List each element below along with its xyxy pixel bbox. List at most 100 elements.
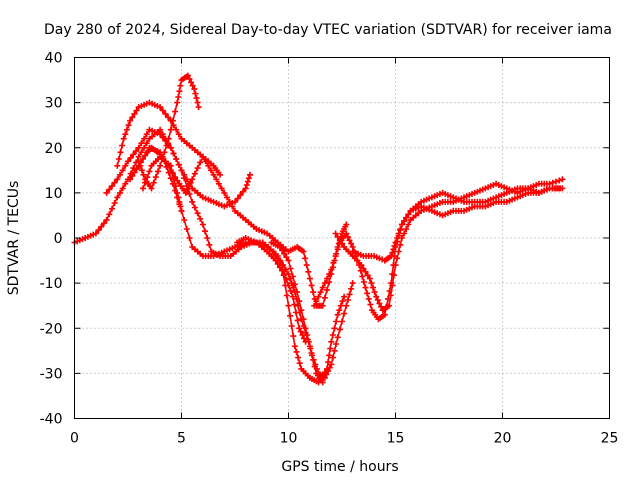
series-line (334, 178, 563, 312)
data-point (296, 325, 303, 332)
data-point (138, 149, 145, 156)
data-point (111, 200, 118, 206)
data-point (346, 237, 353, 244)
data-point (303, 262, 310, 269)
data-point (172, 183, 179, 190)
data-point (324, 286, 330, 293)
data-point (142, 179, 149, 186)
data-point (360, 265, 367, 272)
data-point (100, 220, 107, 227)
data-point (175, 94, 182, 100)
data-point (293, 348, 300, 355)
data-point (298, 307, 305, 314)
data-point (391, 242, 398, 249)
x-tick-label: 20 (494, 431, 512, 447)
data-point (339, 240, 345, 247)
data-point (339, 318, 345, 325)
data-point (133, 166, 140, 173)
data-point (381, 311, 388, 318)
data-point (344, 297, 351, 303)
data-point (309, 352, 315, 359)
data-point (285, 257, 292, 264)
data-point (331, 325, 338, 332)
data-point (234, 195, 241, 202)
data-point (285, 302, 292, 309)
data-point (326, 271, 333, 278)
data-point (403, 214, 410, 221)
data-point (325, 359, 332, 366)
data-point (349, 280, 356, 287)
data-point (296, 298, 303, 305)
data-point (403, 226, 410, 232)
data-point (181, 217, 188, 223)
data-point (167, 126, 174, 133)
data-point (191, 170, 198, 177)
data-point (326, 279, 333, 285)
data-point (167, 162, 174, 169)
data-point (103, 189, 110, 196)
data-point (336, 237, 343, 244)
data-point (173, 156, 180, 162)
data-point (133, 148, 139, 155)
data-point (174, 189, 181, 196)
data-point (171, 176, 177, 183)
data-point (358, 262, 365, 269)
data-point (106, 211, 113, 218)
data-point (177, 82, 184, 89)
data-point (294, 317, 301, 324)
data-point (280, 262, 287, 269)
data-point (141, 144, 148, 151)
data-point (323, 371, 330, 378)
data-point (312, 361, 319, 368)
data-point (330, 259, 337, 266)
y-tick-label: 0 (54, 231, 63, 247)
data-point (167, 144, 174, 151)
x-tick-label: 15 (387, 431, 405, 447)
data-point (159, 107, 166, 114)
data-point (360, 279, 367, 285)
data-point (174, 177, 181, 184)
data-point (144, 174, 151, 181)
data-point (334, 233, 341, 240)
data-point (138, 167, 145, 174)
data-point (348, 285, 355, 292)
axis-ticks (74, 57, 610, 419)
data-point (331, 347, 338, 354)
data-point (329, 354, 336, 361)
data-point (218, 185, 225, 192)
data-point (343, 302, 350, 309)
data-point (189, 176, 196, 183)
data-point (189, 198, 196, 205)
data-point (127, 154, 134, 161)
data-point (169, 117, 176, 124)
x-tick-label: 5 (177, 431, 186, 447)
data-point (290, 333, 297, 340)
x-tick-label: 25 (601, 431, 619, 447)
data-point (395, 230, 402, 237)
data-point (341, 293, 348, 300)
data-point (194, 210, 201, 217)
data-point (397, 241, 404, 248)
series-track-5 (135, 72, 202, 192)
data-point (178, 207, 185, 214)
data-point (183, 176, 190, 183)
data-point (186, 183, 192, 190)
data-point (387, 292, 394, 299)
data-point (148, 185, 155, 192)
data-point (170, 150, 177, 157)
data-point (359, 273, 366, 280)
data-point (193, 95, 200, 102)
data-point (187, 179, 194, 186)
data-point (140, 185, 146, 192)
y-tick-label: 30 (45, 96, 63, 112)
data-point (296, 360, 303, 367)
y-tick-label: 40 (45, 51, 63, 67)
data-point (313, 298, 320, 305)
series-track-7 (140, 153, 185, 214)
y-tick-label: -20 (40, 321, 63, 337)
data-point (140, 171, 147, 178)
data-point (325, 368, 332, 375)
data-point (367, 301, 374, 308)
data-point (392, 262, 399, 269)
data-point (362, 268, 369, 275)
